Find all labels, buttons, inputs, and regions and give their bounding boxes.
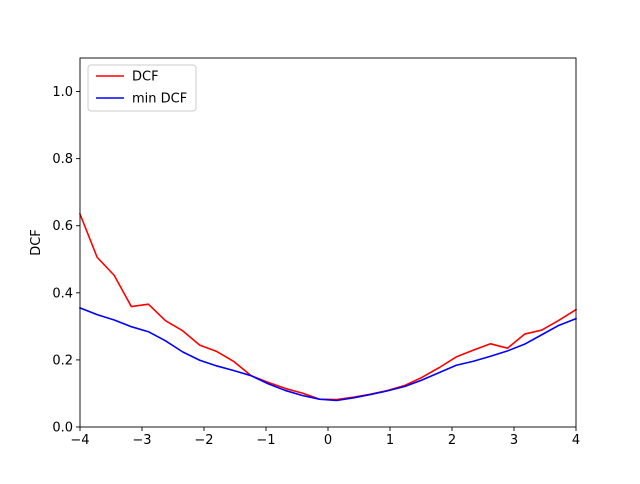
x-tick-label: 4 xyxy=(572,433,580,448)
y-axis-label: DCF xyxy=(29,229,44,256)
x-tick-label: 2 xyxy=(448,433,456,448)
plot-area xyxy=(80,58,576,427)
y-tick-label: 0.0 xyxy=(52,421,73,436)
series-layer xyxy=(78,212,578,402)
legend-label-dcf: DCF xyxy=(132,70,159,85)
x-tick-label: −2 xyxy=(194,433,213,448)
legend: DCF min DCF xyxy=(87,64,197,112)
x-tick-label: 0 xyxy=(324,433,332,448)
x-tick-label: −3 xyxy=(132,433,151,448)
y-tick-label: 1.0 xyxy=(52,85,73,100)
axes-layer: −4 −3 −2 −1 0 1 2 3 4 0.0 0.2 0.4 0.6 0.8 1.0 xyxy=(52,57,580,448)
x-tick-label: 3 xyxy=(510,433,518,448)
x-tick-label: −1 xyxy=(256,433,275,448)
y-tick-label: 0.2 xyxy=(52,353,73,368)
series-line-min-dcf xyxy=(78,306,578,402)
legend-label-min-dcf: min DCF xyxy=(132,92,187,107)
y-tick-label: 0.6 xyxy=(52,219,73,234)
x-tick-label: 1 xyxy=(386,433,394,448)
y-tick-label: 0.8 xyxy=(52,152,73,167)
x-tick-label: −4 xyxy=(70,433,89,448)
y-tick-label: 0.4 xyxy=(52,286,73,301)
